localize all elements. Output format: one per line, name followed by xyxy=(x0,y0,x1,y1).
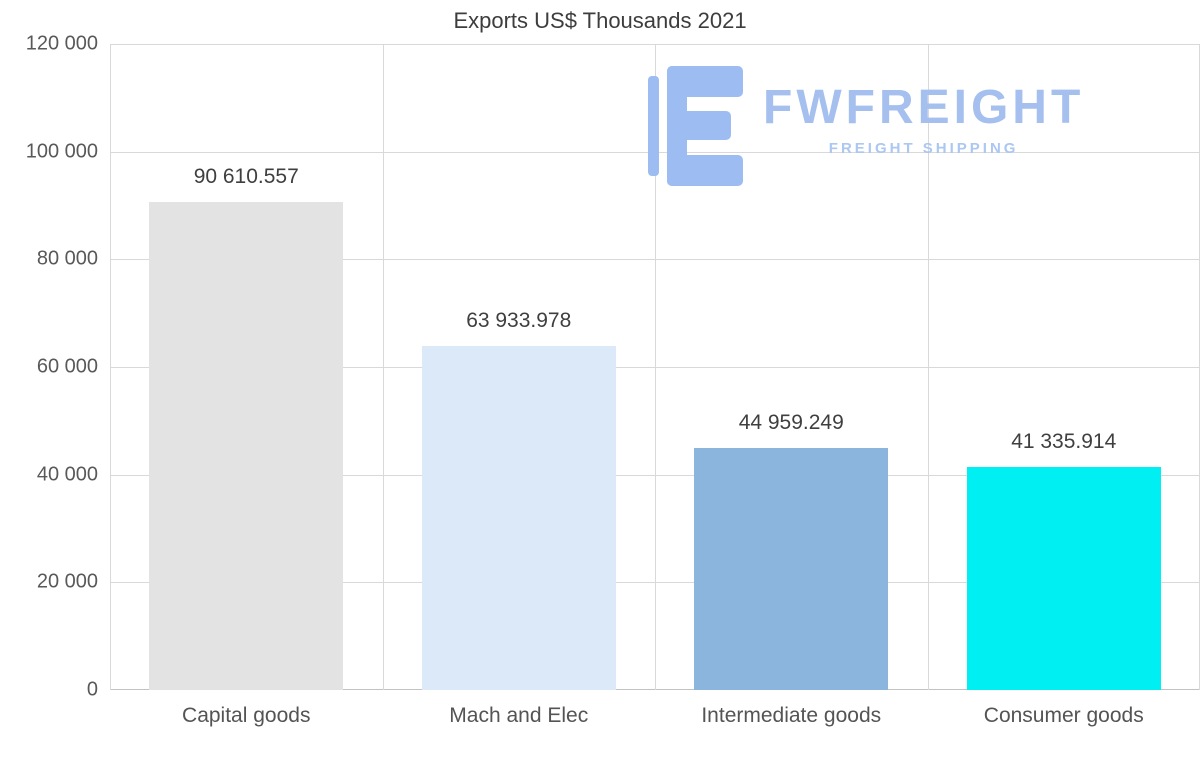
bar-value-label-consumer-goods: 41 335.914 xyxy=(1011,430,1117,454)
x-axis-category-label-intermediate-goods: Intermediate goods xyxy=(701,704,882,727)
y-axis-tick-label: 80 000 xyxy=(36,247,98,270)
chart-title: Exports US$ Thousands 2021 xyxy=(453,8,747,33)
x-axis-category-label-consumer-goods: Consumer goods xyxy=(983,704,1144,727)
y-axis-tick-label: 0 xyxy=(86,678,98,701)
plot-area: 90 610.557 63 933.978 44 959.249 41 335.914 xyxy=(110,44,1200,690)
y-axis-tick-label: 120 000 xyxy=(25,32,98,55)
gridline-vertical xyxy=(927,44,929,690)
y-axis-tick-label: 60 000 xyxy=(36,355,98,378)
y-axis-tick-label: 20 000 xyxy=(36,570,98,593)
gridline-vertical xyxy=(655,44,656,690)
bar-mach-and-elec xyxy=(421,345,616,690)
y-axis-tick-label: 40 000 xyxy=(36,463,98,486)
bar-value-label-intermediate-goods: 44 959.249 xyxy=(738,410,844,434)
gridline-vertical xyxy=(110,44,111,690)
y-axis-tick-label: 100 000 xyxy=(25,140,98,163)
gridline-vertical xyxy=(382,44,384,690)
bar-intermediate-goods xyxy=(694,447,889,690)
x-axis-category-label-capital-goods: Capital goods xyxy=(182,704,311,727)
x-axis-category-label-mach-and-elec: Mach and Elec xyxy=(449,704,589,727)
bar-capital-goods xyxy=(149,202,344,690)
bar-value-label-mach-and-elec: 63 933.978 xyxy=(466,308,572,332)
bar-value-label-capital-goods: 90 610.557 xyxy=(193,165,299,189)
bar-consumer-goods xyxy=(966,467,1161,690)
